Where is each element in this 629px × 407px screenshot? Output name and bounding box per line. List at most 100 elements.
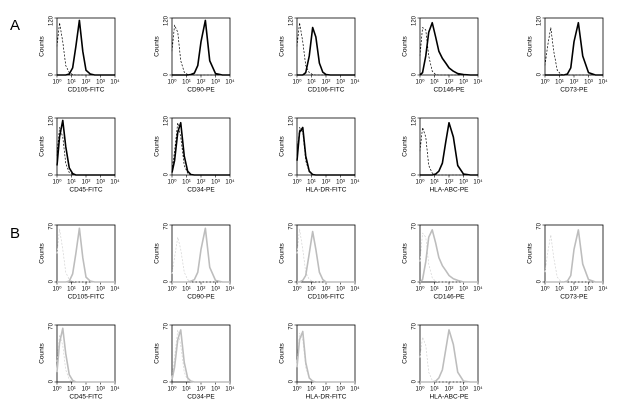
x-tick-label: 10¹ — [307, 287, 316, 293]
x-tick-label: 10¹ — [307, 80, 316, 86]
x-tick-label: 10¹ — [430, 287, 439, 293]
x-tick-label: 10¹ — [182, 287, 191, 293]
y-tick-label: 0 — [49, 379, 55, 383]
x-tick-label: 10⁴ — [225, 79, 235, 86]
x-tick-label: 10³ — [96, 180, 105, 186]
x-tick-label: 10² — [197, 180, 206, 186]
x-tick-label: 10⁴ — [225, 179, 235, 186]
marker-curve — [420, 121, 478, 176]
y-axis-label: Counts — [279, 242, 286, 263]
control-curve — [419, 336, 478, 383]
y-tick-label: 0 — [412, 379, 418, 383]
x-tick-label: 10⁰ — [292, 179, 302, 186]
x-tick-label: 10² — [82, 287, 91, 293]
x-axis-label: CD106-FITC — [308, 87, 345, 94]
x-tick-label: 10³ — [336, 80, 345, 86]
x-axis-label: HLA-DR-FITC — [306, 394, 347, 401]
marker-curve — [57, 227, 115, 283]
y-tick-label: 70 — [412, 322, 418, 329]
marker-curve — [172, 19, 230, 76]
x-tick-label: 10¹ — [182, 180, 191, 186]
y-tick-label: 0 — [289, 279, 295, 283]
y-tick-label: 70 — [289, 322, 295, 329]
y-tick-label: 120 — [412, 115, 418, 126]
y-axis-label: Counts — [402, 242, 409, 263]
x-axis-label: CD73-PE — [560, 294, 588, 301]
marker-curve — [545, 21, 603, 76]
x-tick-label: 10⁰ — [52, 179, 62, 186]
marker-curve — [56, 327, 115, 383]
x-tick-label: 10² — [322, 80, 331, 86]
y-tick-label: 0 — [537, 72, 543, 76]
y-tick-label: 0 — [49, 72, 55, 76]
marker-curve — [420, 329, 478, 383]
y-axis-label: Counts — [154, 242, 161, 263]
x-tick-label: 10³ — [211, 180, 220, 186]
x-tick-label: 10¹ — [67, 80, 76, 86]
marker-curve — [419, 229, 478, 283]
y-tick-label: 120 — [164, 15, 170, 26]
x-tick-label: 10² — [197, 80, 206, 86]
x-tick-label: 10⁴ — [350, 179, 360, 186]
y-axis-label: Counts — [39, 35, 46, 56]
x-tick-label: 10⁰ — [167, 386, 177, 393]
y-tick-label: 0 — [289, 379, 295, 383]
x-axis-label: CD105-FITC — [68, 87, 105, 94]
marker-curve — [297, 230, 355, 283]
control-curve — [296, 22, 355, 76]
x-tick-label: 10² — [445, 180, 454, 186]
y-tick-label: 120 — [289, 15, 295, 26]
panel-label: A — [10, 17, 20, 34]
x-tick-label: 10⁴ — [598, 286, 608, 293]
marker-curve — [57, 19, 115, 76]
y-tick-label: 70 — [49, 222, 55, 229]
x-tick-label: 10⁰ — [415, 179, 425, 186]
control-curve — [171, 24, 230, 76]
x-tick-label: 10⁰ — [52, 286, 62, 293]
x-tick-label: 10³ — [211, 80, 220, 86]
x-axis-label: CD90-PE — [187, 87, 215, 94]
x-tick-label: 10⁰ — [167, 79, 177, 86]
y-tick-label: 0 — [412, 279, 418, 283]
x-tick-label: 10³ — [336, 180, 345, 186]
x-tick-label: 10⁴ — [350, 386, 360, 393]
y-tick-label: 70 — [164, 222, 170, 229]
x-tick-label: 10³ — [336, 287, 345, 293]
y-tick-label: 120 — [49, 115, 55, 126]
x-axis-label: CD34-PE — [187, 187, 215, 194]
x-axis-label: CD105-FITC — [68, 294, 105, 301]
x-tick-label: 10⁴ — [473, 179, 483, 186]
y-tick-label: 0 — [49, 279, 55, 283]
x-tick-label: 10⁴ — [110, 79, 120, 86]
y-axis-label: Counts — [402, 342, 409, 363]
marker-curve — [171, 329, 230, 383]
y-axis-label: Counts — [154, 342, 161, 363]
x-tick-label: 10⁴ — [225, 386, 235, 393]
marker-curve — [296, 330, 355, 383]
y-axis-label: Counts — [154, 35, 161, 56]
marker-curve — [297, 26, 355, 76]
x-tick-label: 10³ — [211, 287, 220, 293]
x-tick-label: 10³ — [336, 387, 345, 393]
control-curve — [56, 22, 115, 76]
y-tick-label: 70 — [49, 322, 55, 329]
x-tick-label: 10⁰ — [540, 286, 550, 293]
x-tick-label: 10² — [82, 80, 91, 86]
y-axis-label: Counts — [527, 35, 534, 56]
control-curve — [419, 127, 478, 176]
x-tick-label: 10¹ — [307, 387, 316, 393]
x-axis-label: CD34-PE — [187, 394, 215, 401]
y-tick-label: 120 — [537, 15, 543, 26]
x-axis-label: CD45-FITC — [69, 394, 103, 401]
x-tick-label: 10³ — [584, 80, 593, 86]
x-tick-label: 10⁰ — [292, 286, 302, 293]
x-axis-label: CD146-PE — [433, 87, 465, 94]
x-tick-label: 10³ — [459, 180, 468, 186]
control-curve — [171, 236, 230, 283]
y-tick-label: 120 — [289, 115, 295, 126]
y-axis-label: Counts — [527, 242, 534, 263]
x-tick-label: 10¹ — [67, 287, 76, 293]
marker-curve — [171, 121, 230, 176]
x-axis-label: CD146-PE — [433, 294, 465, 301]
